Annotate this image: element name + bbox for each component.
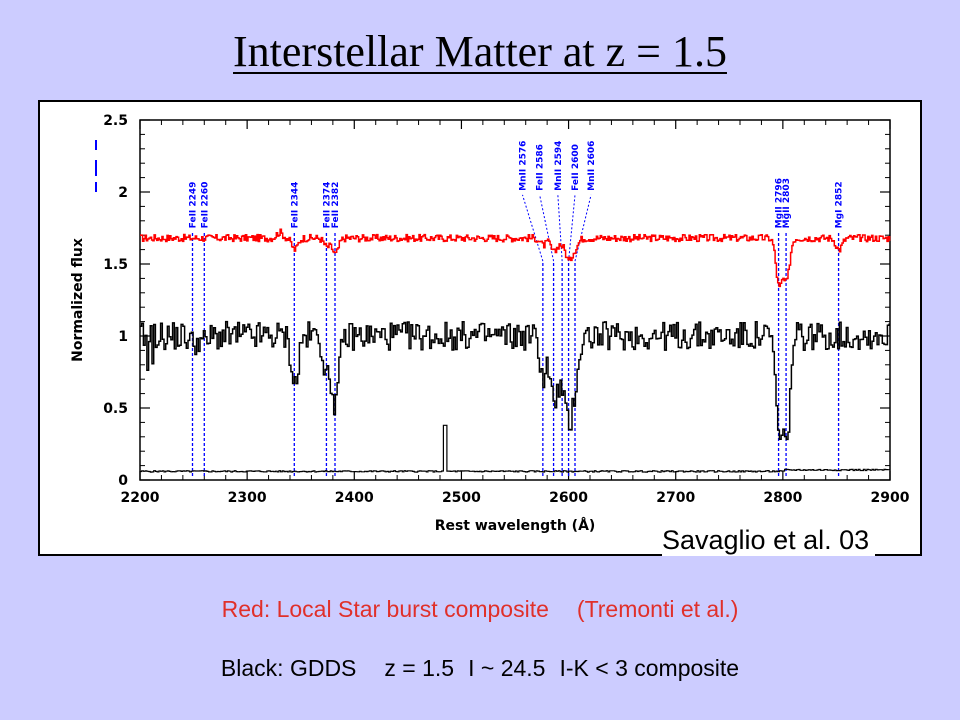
line-id-label: FeII 2600 [571, 144, 581, 191]
x-tick-label: 2900 [871, 490, 910, 506]
x-tick-label: 2400 [335, 490, 374, 506]
figure-credit: Savaglio et al. 03 [662, 525, 876, 556]
line-id-label: FeII 2382 [331, 182, 341, 229]
spectrum-series-black [140, 320, 890, 441]
line-id-label: MnII 2576 [519, 141, 529, 191]
y-tick-label: 1.5 [103, 257, 128, 273]
line-id-label: FeII 2260 [200, 182, 210, 229]
spectrum-series-red [140, 228, 891, 288]
x-tick-label: 2200 [121, 490, 160, 506]
y-axis-label: Normalized flux [70, 238, 86, 362]
x-tick-label: 2700 [656, 490, 695, 506]
line-id-label: MgII 2796 [775, 178, 785, 228]
x-axis-label: Rest wavelength (Å) [435, 517, 596, 534]
line-id-label: MgI 2852 [835, 181, 845, 228]
y-tick-label: 1 [118, 329, 128, 345]
red-caption-main: Red: Local Star burst composite [221, 596, 549, 622]
spectrum-plot: 2200 2300 2400 2500 2600 2700 2800 2900 0 0.5 1 1.5… [38, 100, 922, 556]
line-id-label: FeII 2249 [189, 182, 199, 229]
y-tick-label: 2 [118, 185, 128, 201]
slide-title: Interstellar Matter at z = 1.5 [233, 27, 727, 76]
black-caption-c: I ~ 24.5 [468, 655, 546, 681]
line-id-leader [568, 194, 576, 262]
x-tick-label: 2600 [549, 490, 588, 506]
spectrum-series-error [140, 424, 890, 473]
line-id-label: FeII 2374 [322, 182, 332, 229]
line-id-label: FeII 2344 [290, 182, 300, 229]
black-caption-d: I-K < 3 composite [559, 655, 740, 681]
black-caption: Black: GDDS z = 1.5 I ~ 24.5 I-K < 3 compos… [0, 655, 960, 682]
y-tick-label: 2.5 [103, 113, 128, 129]
line-id-leader [522, 194, 544, 262]
line-id-leader [574, 194, 592, 262]
line-id-label: MgII 2803 [782, 178, 792, 228]
x-tick-label: 2300 [228, 490, 267, 506]
line-id-leader [539, 194, 555, 262]
y-tick-label: 0 [118, 473, 128, 489]
line-id-leader [557, 194, 563, 262]
spectrum-chart: 2200 2300 2400 2500 2600 2700 2800 2900 0 0.5 1 1.5… [70, 113, 910, 534]
line-id-label: MnII 2606 [587, 141, 597, 191]
line-id-label: MnII 2594 [554, 141, 564, 191]
line-id-label: FeII 2586 [536, 144, 546, 191]
red-caption: Red: Local Star burst composite (Tremonti… [0, 596, 960, 623]
red-caption-ref: (Tremonti et al.) [576, 596, 739, 622]
x-tick-label: 2800 [763, 490, 802, 506]
black-caption-a: Black: GDDS [220, 655, 357, 681]
y-tick-label: 0.5 [103, 401, 128, 417]
black-caption-b: z = 1.5 [384, 655, 455, 681]
x-tick-label: 2500 [442, 490, 481, 506]
